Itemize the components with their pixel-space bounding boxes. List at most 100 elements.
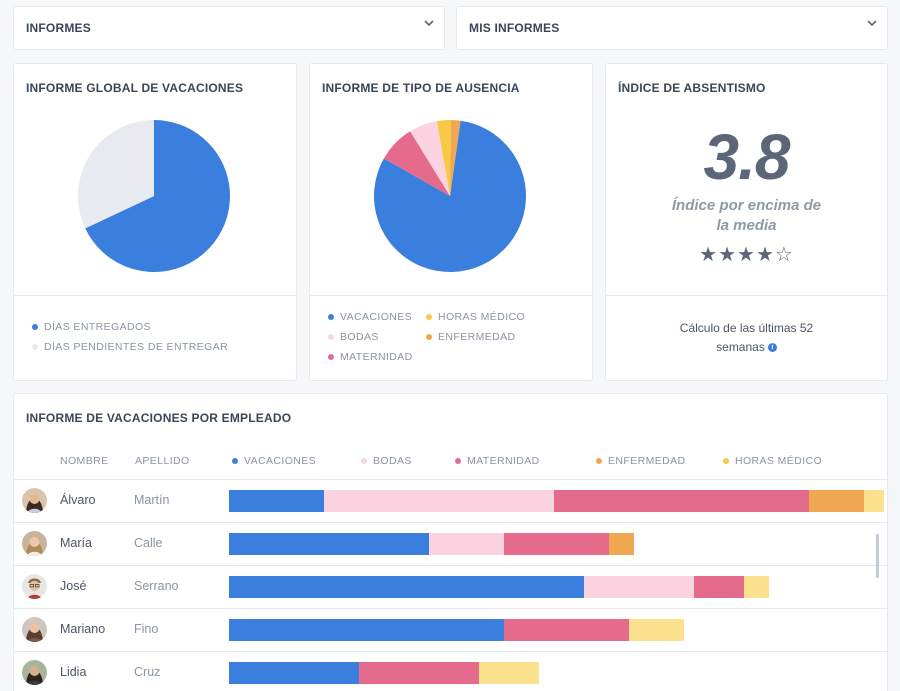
legend-dot bbox=[426, 314, 432, 320]
absence-type-legend-left: VACACIONES BODAS MATERNIDAD bbox=[328, 307, 413, 367]
avatar bbox=[22, 617, 47, 642]
bar-segment-maternidad bbox=[359, 662, 479, 684]
table-row[interactable]: María Calle bbox=[14, 522, 887, 565]
pie-slice-vacaciones bbox=[374, 120, 526, 272]
legend-dot bbox=[723, 458, 729, 464]
info-icon[interactable]: i bbox=[767, 343, 777, 352]
vacation-bar bbox=[229, 662, 539, 684]
legend-label: HORAS MÉDICO bbox=[438, 311, 526, 323]
employee-name: Mariano bbox=[60, 622, 106, 636]
scrollbar[interactable] bbox=[876, 534, 879, 578]
table-row[interactable]: Álvaro Martín bbox=[14, 479, 887, 522]
absenteeism-value: 3.8 bbox=[703, 121, 791, 193]
calculation-note-line2: semanas bbox=[716, 340, 765, 354]
bar-segment-horas-médico bbox=[864, 490, 884, 512]
legend-dot bbox=[455, 458, 461, 464]
calculation-note: Cálculo de las últimas 52 semanas i bbox=[606, 319, 887, 357]
informes-dropdown-label: INFORMES bbox=[26, 21, 91, 35]
employee-surname: Martín bbox=[134, 493, 170, 507]
absenteeism-subtitle-line2: la media bbox=[716, 217, 777, 234]
legend-label: DÍAS ENTREGADOS bbox=[44, 321, 151, 333]
chevron-down-icon[interactable] bbox=[865, 16, 879, 30]
bar-segment-horas-médico bbox=[629, 619, 684, 641]
bar-segment-bodas bbox=[429, 533, 504, 555]
bar-segment-maternidad bbox=[694, 576, 744, 598]
pie-slice-maternidad bbox=[383, 131, 450, 196]
chevron-down-icon[interactable] bbox=[422, 16, 436, 30]
legend-dot bbox=[596, 458, 602, 464]
legend-item: DÍAS PENDIENTES DE ENTREGAR bbox=[32, 337, 228, 357]
informes-dropdown[interactable]: INFORMES bbox=[13, 6, 445, 50]
legend-dot bbox=[32, 344, 38, 350]
bar-segment-maternidad bbox=[504, 533, 609, 555]
divider bbox=[14, 295, 296, 296]
column-header-horas-medico: HORAS MÉDICO bbox=[723, 455, 822, 467]
avatar bbox=[22, 660, 47, 685]
employee-vacations-card: INFORME DE VACACIONES POR EMPLEADO NOMBR… bbox=[13, 393, 888, 691]
pie-slice-bodas bbox=[410, 121, 450, 196]
employee-surname: Cruz bbox=[134, 665, 161, 679]
column-header-apellido[interactable]: APELLIDO bbox=[135, 455, 190, 467]
pie-slice-enfermedad bbox=[450, 120, 461, 196]
legend-item: DÍAS ENTREGADOS bbox=[32, 317, 228, 337]
bar-segment-maternidad bbox=[554, 490, 809, 512]
bar-segment-horas-médico bbox=[744, 576, 769, 598]
employee-surname: Calle bbox=[134, 536, 163, 550]
mis-informes-dropdown[interactable]: MIS INFORMES bbox=[456, 6, 888, 50]
bar-segment-vacaciones bbox=[229, 619, 504, 641]
employee-name: José bbox=[60, 579, 87, 593]
calculation-note-line1: Cálculo de las últimas 52 bbox=[679, 321, 814, 335]
table-row[interactable]: José Serrano bbox=[14, 565, 887, 608]
absenteeism-subtitle: Índice por encima de la media bbox=[606, 196, 887, 236]
legend-dot bbox=[328, 354, 334, 360]
employee-surname: Fino bbox=[134, 622, 159, 636]
global-vacations-legend: DÍAS ENTREGADOS DÍAS PENDIENTES DE ENTRE… bbox=[32, 317, 228, 357]
legend-label: DÍAS PENDIENTES DE ENTREGAR bbox=[44, 341, 229, 353]
legend-label: BODAS bbox=[373, 455, 412, 467]
bar-segment-enfermedad bbox=[609, 533, 634, 555]
legend-label: VACACIONES bbox=[244, 455, 317, 467]
legend-dot bbox=[361, 458, 367, 464]
absence-type-title: INFORME DE TIPO DE AUSENCIA bbox=[322, 81, 520, 95]
table-row[interactable]: Lidia Cruz bbox=[14, 651, 887, 691]
bar-segment-horas-médico bbox=[479, 662, 539, 684]
mis-informes-dropdown-label: MIS INFORMES bbox=[469, 21, 560, 35]
employee-name: Lidia bbox=[60, 665, 87, 679]
column-header-nombre[interactable]: NOMBRE bbox=[60, 455, 109, 467]
legend-dot bbox=[32, 324, 38, 330]
pie-slice-horas-médico bbox=[436, 120, 452, 196]
absence-type-card: INFORME DE TIPO DE AUSENCIA VACACIONES B… bbox=[309, 63, 593, 381]
legend-item: VACACIONES bbox=[328, 307, 413, 327]
bar-segment-bodas bbox=[324, 490, 554, 512]
vacation-bar bbox=[229, 533, 634, 555]
legend-label: MATERNIDAD bbox=[340, 351, 413, 363]
bar-segment-maternidad bbox=[504, 619, 629, 641]
legend-dot bbox=[426, 334, 432, 340]
legend-item: HORAS MÉDICO bbox=[426, 307, 525, 327]
bar-segment-vacaciones bbox=[229, 490, 324, 512]
legend-label: ENFERMEDAD bbox=[608, 455, 686, 467]
legend-item: MATERNIDAD bbox=[328, 347, 413, 367]
column-header-maternidad: MATERNIDAD bbox=[455, 455, 540, 467]
star-rating: ★★★★☆ bbox=[699, 244, 794, 266]
divider bbox=[310, 295, 592, 296]
bar-segment-enfermedad bbox=[809, 490, 864, 512]
column-header-vacaciones: VACACIONES bbox=[232, 455, 316, 467]
table-row[interactable]: Mariano Fino bbox=[14, 608, 887, 651]
legend-label: VACACIONES bbox=[340, 311, 413, 323]
absence-type-legend-right: HORAS MÉDICO ENFERMEDAD bbox=[426, 307, 525, 347]
bar-segment-vacaciones bbox=[229, 533, 429, 555]
legend-dot bbox=[232, 458, 238, 464]
global-vacations-title: INFORME GLOBAL DE VACACIONES bbox=[26, 81, 244, 95]
avatar bbox=[22, 488, 47, 513]
bar-segment-vacaciones bbox=[229, 662, 359, 684]
employee-vacations-title: INFORME DE VACACIONES POR EMPLEADO bbox=[26, 411, 292, 425]
avatar bbox=[22, 574, 47, 599]
employee-name: Álvaro bbox=[60, 493, 96, 507]
absence-type-pie bbox=[374, 120, 526, 272]
absenteeism-subtitle-line1: Índice por encima de bbox=[671, 197, 822, 214]
absenteeism-card: ÍNDICE DE ABSENTISMO 3.8 Índice por enci… bbox=[605, 63, 888, 381]
legend-label: ENFERMEDAD bbox=[438, 331, 516, 343]
global-vacations-pie bbox=[77, 120, 230, 272]
legend-dot bbox=[328, 314, 334, 320]
